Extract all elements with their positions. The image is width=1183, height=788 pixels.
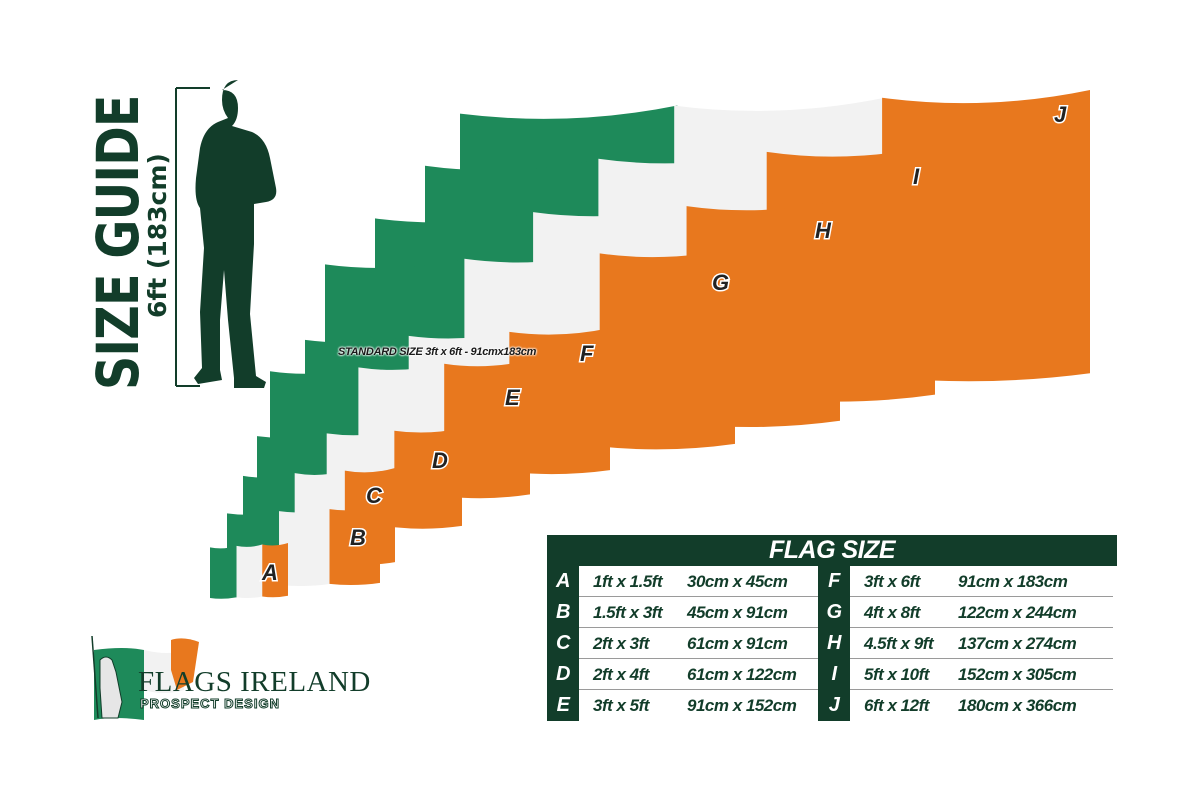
table-row: A 1ft x 1.5ft 30cm x 45cm — [547, 566, 822, 597]
size-feet: 4.5ft x 9ft — [864, 633, 934, 653]
flag-label: J — [1054, 102, 1067, 127]
flag-stripe-white — [279, 509, 331, 587]
size-cm: 91cm x 152cm — [687, 695, 797, 715]
flag-stripe-orange — [444, 360, 530, 499]
table-row: D 2ft x 4ft 61cm x 122cm — [547, 659, 822, 690]
table-row: H 4.5ft x 9ft 137cm x 274cm — [818, 628, 1113, 659]
logo-tagline: PROSPECT DESIGN — [140, 696, 280, 712]
logo-flag-icon — [91, 635, 199, 720]
size-feet: 6ft x 12ft — [864, 695, 929, 715]
size-letter: F — [818, 566, 850, 597]
flag-label: D — [432, 448, 448, 473]
size-cm: 122cm x 244cm — [958, 602, 1077, 622]
size-cm: 137cm x 274cm — [958, 633, 1077, 653]
flag-label: G — [712, 270, 729, 295]
size-letter: E — [547, 690, 579, 721]
table-row: B 1.5ft x 3ft 45cm x 91cm — [547, 597, 822, 628]
size-cm: 30cm x 45cm — [687, 571, 788, 591]
flag-label: C — [366, 483, 383, 508]
flag-stripe-orange — [599, 248, 735, 450]
flag-size-table: FLAG SIZE A 1ft x 1.5ft 30cm x 45cm B 1.5ft … — [547, 535, 1117, 723]
table-header: FLAG SIZE — [547, 535, 1117, 566]
table-row: I 5ft x 10ft 152cm x 305cm — [818, 659, 1113, 690]
flags-ireland-logo: FLAGS IRELAND PROSPECT DESIGN — [86, 630, 396, 720]
flag-label: H — [815, 218, 832, 243]
size-cm: 61cm x 91cm — [687, 633, 788, 653]
table-row: E 3ft x 5ft 91cm x 152cm — [547, 690, 817, 721]
flag-label: E — [505, 385, 521, 410]
size-cm: 91cm x 183cm — [958, 571, 1068, 591]
size-cm: 152cm x 305cm — [958, 664, 1077, 684]
size-letter: B — [547, 597, 579, 628]
flag-stripe-green — [210, 545, 237, 599]
flag-stripe-orange — [394, 428, 462, 529]
flag-label: I — [913, 164, 920, 189]
table-column-left: A 1ft x 1.5ft 30cm x 45cm B 1.5ft x 3ft 45cm … — [547, 566, 822, 721]
table-row: G 4ft x 8ft 122cm x 244cm — [818, 597, 1113, 628]
size-letter: D — [547, 659, 579, 690]
flag-stripe-orange — [329, 507, 380, 585]
flag-stripe-orange — [509, 328, 610, 475]
size-cm: 180cm x 366cm — [958, 695, 1077, 715]
size-feet: 2ft x 4ft — [593, 664, 649, 684]
size-letter: H — [818, 628, 850, 659]
flag-label: F — [580, 341, 594, 366]
size-feet: 4ft x 8ft — [864, 602, 920, 622]
size-feet: 2ft x 3ft — [593, 633, 649, 653]
table-column-right: F 3ft x 6ft 91cm x 183cm G 4ft x 8ft 122cm x … — [818, 566, 1113, 721]
person-silhouette-icon — [194, 80, 277, 388]
table-row: J 6ft x 12ft 180cm x 366cm — [818, 690, 1108, 721]
size-letter: I — [818, 659, 850, 690]
size-letter: J — [818, 690, 850, 721]
flag-label: A — [261, 560, 278, 585]
size-feet: 3ft x 5ft — [593, 695, 649, 715]
size-feet: 1.5ft x 3ft — [593, 602, 663, 622]
size-feet: 1ft x 1.5ft — [593, 571, 663, 591]
size-feet: 3ft x 6ft — [864, 571, 920, 591]
standard-size-note: STANDARD SIZE 3ft x 6ft - 91cmx183cm — [338, 346, 537, 358]
flag-label: B — [350, 525, 366, 550]
logo-name: FLAGS IRELAND — [138, 666, 371, 698]
table-row: C 2ft x 3ft 61cm x 91cm — [547, 628, 822, 659]
size-letter: A — [547, 566, 579, 597]
size-feet: 5ft x 10ft — [864, 664, 929, 684]
flag-stripe-orange — [262, 543, 288, 598]
table-row: F 3ft x 6ft 91cm x 183cm — [818, 566, 1113, 597]
flag-A: A — [210, 543, 288, 599]
size-cm: 45cm x 91cm — [687, 602, 788, 622]
size-cm: 61cm x 122cm — [687, 664, 797, 684]
size-letter: G — [818, 597, 850, 628]
size-letter: C — [547, 628, 579, 659]
flag-stripe-white — [236, 544, 263, 599]
